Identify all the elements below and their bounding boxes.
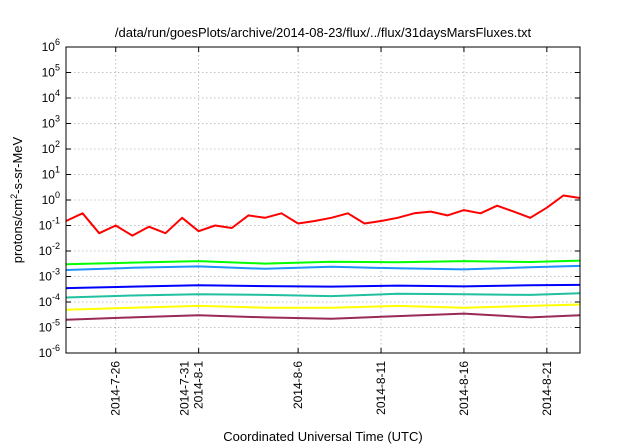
y-tick-label: 103 [42,114,60,131]
series-line-5 [65,303,581,311]
series-line-6 [65,312,581,321]
x-tick-label: 2014-8-11 [374,361,388,415]
series-line-0 [65,194,581,237]
y-tick-label: 106 [42,37,60,54]
chart-title: /data/run/goesPlots/archive/2014-08-23/f… [115,25,532,40]
y-axis-label-main: protons/cm [10,199,25,263]
y-axis-label-rest: -s-sr-MeV [10,136,25,193]
y-tick-label: 10-6 [39,343,60,360]
y-tick-label: 101 [42,165,60,182]
series-line-1 [65,259,581,266]
x-tick-label: 2014-8-6 [291,361,305,409]
y-tick-label: 10-5 [39,318,60,335]
y-tick-label: 102 [42,139,60,156]
series-line-2 [65,264,581,271]
y-tick-label: 10-3 [39,267,60,284]
x-axis-label: Coordinated Universal Time (UTC) [223,429,422,444]
series-line-3 [65,283,581,290]
x-tick-label: 2014-8-1 [192,361,206,409]
series-line-4 [65,292,581,299]
y-tick-label: 10-2 [39,241,60,258]
y-tick-labels: 10-6 10-5 10-4 10-3 10-2 10-1 100 101 102 103 104 1… [39,37,60,360]
ticks [66,46,580,354]
y-axis-label-sup: 2 [9,194,19,199]
y-tick-label: 100 [42,190,60,207]
x-tick-label: 2014-8-21 [540,361,554,416]
grid [66,47,580,353]
x-tick-labels: 2014-7-26 2014-7-31 2014-8-1 2014-8-6 2014-8… [109,361,554,416]
y-axis-label: protons/cm2-s-sr-MeV [9,136,25,263]
y-tick-label: 10-1 [39,216,60,233]
x-tick-label: 2014-7-26 [109,361,123,416]
series-layer [65,194,581,321]
y-tick-label: 105 [42,63,60,80]
y-tick-label: 104 [42,88,60,105]
x-tick-label: 2014-8-16 [457,361,471,416]
y-tick-label: 10-4 [39,292,60,309]
x-tick-label: 2014-7-31 [178,361,192,416]
